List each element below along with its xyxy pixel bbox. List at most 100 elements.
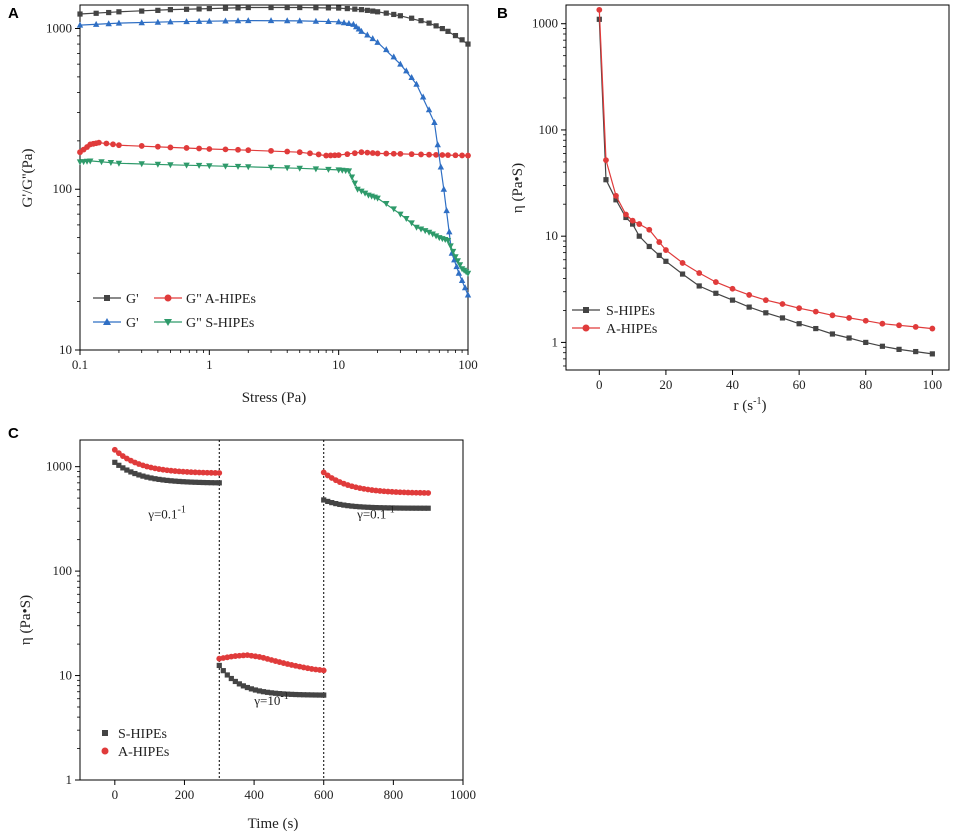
data-point-g-a-hipes — [315, 151, 322, 158]
legend-a-gpp-a-marker — [164, 294, 172, 302]
data-point-g-s-hipes — [374, 195, 381, 202]
data-point-a-hipes — [862, 317, 869, 324]
y-tick-label: 1 — [66, 772, 73, 787]
data-point-s-hipes — [397, 505, 403, 511]
data-point-a-hipes — [208, 469, 215, 476]
data-point-s-hipes — [196, 479, 202, 485]
data-point-g-s-hipes — [458, 277, 466, 284]
data-point-s-hipes — [313, 692, 319, 698]
data-point-s-hipes — [321, 692, 327, 698]
panel-c-ylabel: η (Pa•S) — [18, 595, 34, 645]
x-tick-label: 80 — [859, 377, 872, 392]
y-tick-label: 10 — [545, 228, 558, 243]
data-point-g-s-hipes — [452, 254, 459, 261]
data-point-g-a-hipes — [374, 150, 381, 157]
data-point-s-hipes — [112, 459, 118, 465]
data-point-s-hipes — [405, 505, 411, 511]
data-point-g-s-hipes — [183, 162, 190, 169]
data-point-g-a-hipes — [433, 151, 439, 158]
legend-a-gp-a-label: G' — [126, 292, 139, 307]
data-point-s-hipes — [184, 479, 190, 485]
data-point-s-hipes — [128, 469, 134, 475]
data-point-g-a-hipes — [465, 152, 471, 159]
legend-c-a-marker — [101, 747, 109, 755]
data-point-g-a-hipes — [245, 147, 252, 154]
data-point-s-hipes — [337, 501, 343, 508]
data-point-s-hipes — [317, 692, 323, 698]
data-point-g-a-hipes — [154, 143, 161, 150]
data-point-g-a-hipes — [369, 150, 376, 156]
data-point-a-hipes — [829, 312, 836, 319]
data-point-s-hipes — [425, 505, 431, 511]
data-point-a-hipes — [929, 325, 936, 332]
data-point-g-a-hipes — [408, 151, 415, 158]
data-point-s-hipes — [813, 325, 819, 332]
data-point-a-hipes — [746, 292, 753, 298]
x-tick-label: 1000 — [450, 787, 476, 802]
data-point-g-s-hipes — [358, 188, 365, 195]
data-point-g-a-hipes — [459, 152, 465, 159]
data-point-g-a-hipes — [95, 139, 102, 146]
data-point-s-hipes — [224, 672, 230, 678]
series-line-a-hipes — [598, 9, 933, 330]
data-point-g-a-hipes — [235, 146, 241, 153]
data-point-g-a-hipes — [116, 142, 122, 149]
data-point-a-hipes — [603, 157, 609, 164]
data-point-g-a-hipes — [445, 152, 451, 159]
x-tick-label: 1 — [206, 357, 213, 372]
data-point-s-hipes — [136, 472, 142, 478]
panel-c-plot-frame — [79, 439, 464, 781]
data-point-g-s-hipes — [444, 237, 452, 244]
data-point-g-s-hipes — [397, 60, 404, 67]
data-point-g-s-hipes — [105, 20, 112, 27]
data-point-s-hipes — [646, 243, 652, 250]
data-point-g-s-hipes — [167, 18, 174, 25]
data-point-g-s-hipes — [348, 174, 356, 181]
data-point-s-hipes — [216, 480, 222, 486]
data-point-a-hipes — [812, 308, 819, 315]
data-point-g-a-hipes — [284, 148, 291, 155]
data-point-g-a-hipes — [183, 145, 190, 151]
data-point-s-hipes — [192, 479, 198, 485]
data-point-g-a-hipes — [268, 4, 274, 11]
x-tick-label: 100 — [458, 357, 478, 372]
legend-a-gpp-a-label: G" A-HIPEs — [186, 292, 256, 307]
data-point-s-hipes — [228, 675, 234, 682]
legend-a-gp-s-marker — [103, 318, 111, 325]
data-point-g-s-hipes — [390, 206, 397, 213]
data-point-g-s-hipes — [361, 190, 369, 197]
data-point-s-hipes — [353, 503, 359, 510]
y-tick-label: 1000 — [46, 459, 72, 474]
data-point-a-hipes — [896, 322, 902, 329]
data-point-a-hipes — [204, 469, 211, 476]
data-point-g-s-hipes — [312, 166, 320, 173]
data-point-s-hipes — [630, 221, 636, 227]
data-point-s-hipes — [176, 478, 182, 485]
data-point-a-hipes — [679, 260, 686, 266]
data-point-g-s-hipes — [245, 17, 252, 24]
data-point-s-hipes — [140, 473, 146, 479]
data-point-g-a-hipes — [167, 7, 174, 13]
data-point-g-a-hipes — [325, 5, 332, 11]
data-point-g-s-hipes — [403, 67, 410, 74]
data-point-a-hipes — [712, 279, 719, 285]
data-point-s-hipes — [421, 505, 427, 511]
legend-b-a-marker — [582, 324, 590, 332]
data-point-g-s-hipes — [206, 163, 213, 170]
data-point-s-hipes — [713, 290, 719, 296]
y-tick-label: 100 — [53, 181, 73, 196]
data-point-a-hipes — [629, 217, 636, 224]
data-point-g-s-hipes — [425, 229, 433, 236]
data-point-a-hipes — [636, 221, 643, 227]
data-point-g-s-hipes — [138, 19, 145, 26]
data-point-g-a-hipes — [222, 146, 229, 153]
legend-b-s-marker — [583, 307, 589, 313]
data-point-g-a-hipes — [77, 11, 83, 17]
data-point-g-a-hipes — [110, 141, 116, 148]
data-point-g-a-hipes — [452, 32, 459, 39]
data-point-s-hipes — [152, 476, 158, 482]
data-point-s-hipes — [236, 681, 242, 687]
data-point-g-a-hipes — [426, 20, 432, 26]
data-point-g-s-hipes — [167, 162, 174, 169]
